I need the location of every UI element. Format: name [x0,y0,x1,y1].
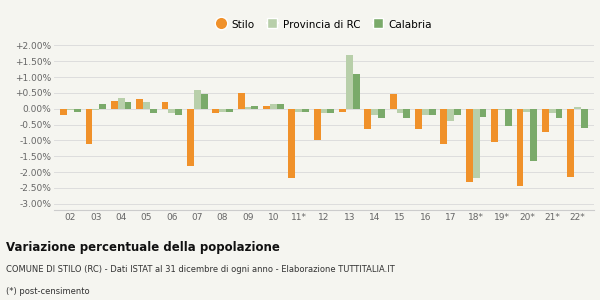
Bar [498,109,505,110]
Bar [542,109,549,132]
Bar [415,109,422,129]
Bar [378,109,385,118]
Bar [302,109,309,112]
Bar [67,109,74,110]
Bar [289,109,295,178]
Bar [99,104,106,109]
Bar [125,102,131,109]
Bar [74,109,81,112]
Bar [353,74,359,109]
Text: (*) post-censimento: (*) post-censimento [6,286,89,296]
Bar [314,109,320,140]
Bar [440,109,448,143]
Bar [295,109,302,112]
Bar [277,104,284,109]
Bar [150,109,157,113]
Bar [479,109,487,117]
Bar [346,55,353,109]
Bar [429,109,436,115]
Bar [212,109,219,113]
Bar [523,109,530,112]
Bar [161,102,169,109]
Text: Variazione percentuale della popolazione: Variazione percentuale della popolazione [6,242,280,254]
Bar [556,109,562,118]
Bar [397,109,403,113]
Bar [390,94,397,109]
Legend: Stilo, Provincia di RC, Calabria: Stilo, Provincia di RC, Calabria [212,15,436,34]
Bar [219,109,226,112]
Bar [505,109,512,126]
Bar [448,109,454,121]
Bar [517,109,523,186]
Bar [364,109,371,129]
Bar [473,109,479,178]
Bar [422,109,429,115]
Bar [143,102,150,109]
Bar [175,109,182,115]
Text: COMUNE DI STILO (RC) - Dati ISTAT al 31 dicembre di ogni anno - Elaborazione TUT: COMUNE DI STILO (RC) - Dati ISTAT al 31 … [6,266,395,274]
Bar [118,98,125,109]
Bar [60,109,67,115]
Bar [200,94,208,109]
Bar [251,106,258,109]
Bar [270,104,277,109]
Bar [466,109,473,182]
Bar [238,93,245,109]
Bar [581,109,588,128]
Bar [567,109,574,177]
Bar [263,106,270,109]
Bar [549,109,556,113]
Bar [530,109,537,161]
Bar [403,109,410,118]
Bar [574,107,581,109]
Bar [136,99,143,109]
Bar [187,109,194,166]
Bar [86,109,92,143]
Bar [491,109,498,142]
Bar [226,109,233,112]
Bar [194,90,200,109]
Bar [339,109,346,112]
Bar [92,109,99,110]
Bar [320,109,328,113]
Bar [111,101,118,109]
Bar [245,107,251,109]
Bar [328,109,334,113]
Bar [371,109,378,115]
Bar [454,109,461,115]
Bar [169,109,175,113]
